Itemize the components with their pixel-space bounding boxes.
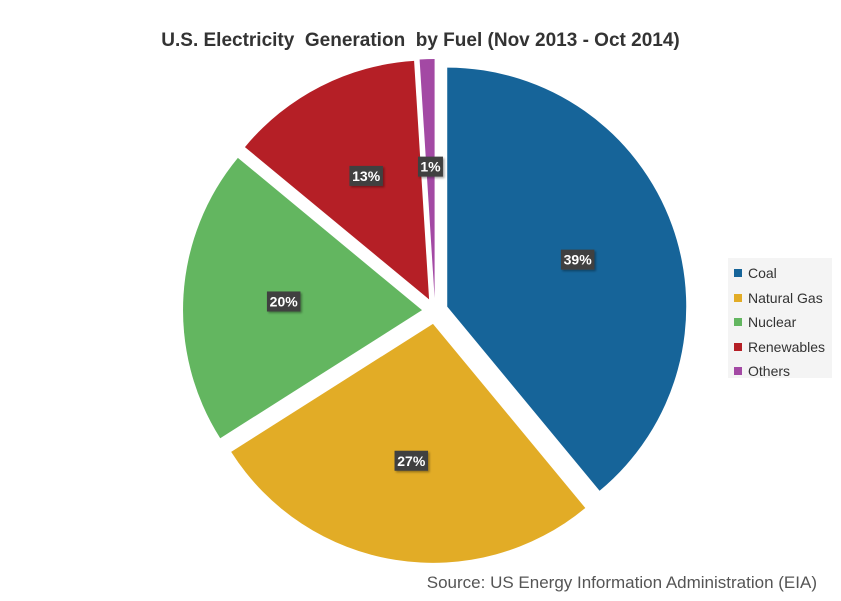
data-label-box bbox=[560, 249, 595, 270]
data-label-nuclear: 20% bbox=[266, 291, 301, 312]
legend-swatch bbox=[734, 293, 742, 302]
legend-label: Natural Gas bbox=[748, 289, 823, 306]
data-label-text: 27% bbox=[397, 453, 426, 469]
pie-slice-others bbox=[419, 59, 435, 299]
data-label-natural-gas: 27% bbox=[394, 450, 429, 471]
legend-item-nuclear: Nuclear bbox=[728, 310, 832, 335]
legend-swatch bbox=[734, 342, 742, 351]
legend-swatch bbox=[734, 318, 742, 327]
legend-label: Renewables bbox=[748, 338, 826, 355]
legend-label: Coal bbox=[748, 265, 777, 282]
chart-title: U.S. Electricity Generation by Fuel (Nov… bbox=[161, 30, 680, 51]
data-label-text: 39% bbox=[564, 252, 593, 268]
legend-item-coal: Coal bbox=[728, 261, 832, 286]
data-label-renewables: 13% bbox=[349, 165, 383, 186]
data-label-others: 1% bbox=[417, 156, 443, 177]
legend: Coal Natural Gas Nuclear Renewables Others bbox=[728, 258, 832, 379]
data-label-text: 1% bbox=[420, 159, 441, 175]
legend-item-natural-gas: Natural Gas bbox=[728, 286, 832, 311]
legend-item-renewables: Renewables bbox=[728, 335, 832, 360]
data-label-box bbox=[349, 165, 383, 186]
pie-slice-natural-gas bbox=[231, 323, 586, 563]
legend-swatch bbox=[734, 269, 742, 278]
legend-label: Nuclear bbox=[748, 314, 797, 331]
data-label-coal: 39% bbox=[560, 249, 595, 270]
source-note: Source: US Energy Information Administra… bbox=[426, 573, 817, 592]
legend-label: Others bbox=[748, 363, 791, 380]
data-label-text: 20% bbox=[270, 293, 299, 309]
legend-item-others: Others bbox=[728, 359, 832, 384]
data-label-box bbox=[266, 291, 301, 312]
data-label-box bbox=[417, 156, 443, 177]
data-label-box bbox=[394, 450, 429, 471]
legend-swatch bbox=[734, 367, 742, 376]
pie-slice-coal bbox=[447, 67, 687, 491]
pie-slice-renewables bbox=[244, 60, 430, 300]
pie-slice-nuclear bbox=[183, 157, 423, 439]
data-label-text: 13% bbox=[352, 168, 381, 184]
